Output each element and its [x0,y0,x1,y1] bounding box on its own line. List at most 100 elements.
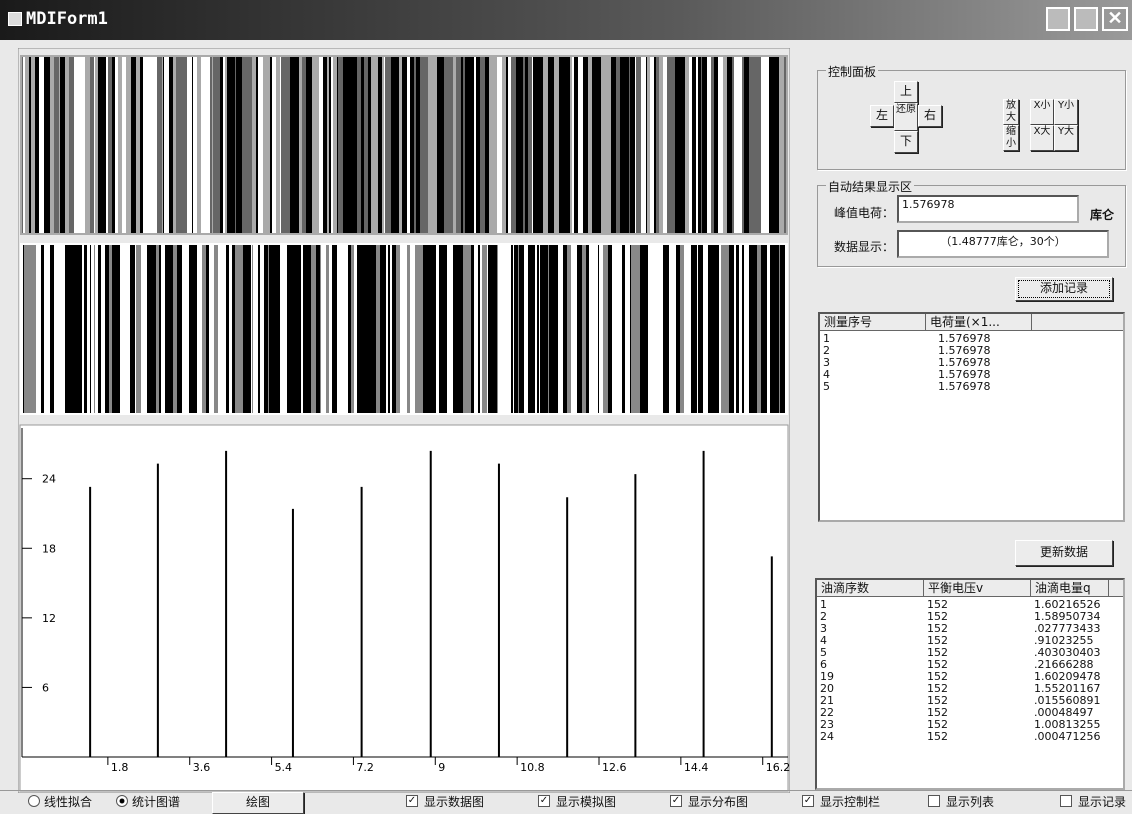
up-button[interactable]: 上 [894,81,918,103]
checkbox[interactable]: ✓ [406,795,418,807]
update-button[interactable]: 更新数据 [1015,540,1113,566]
stripe [385,245,386,413]
table-cell: 1.60209478 [1031,671,1109,683]
stripe [533,57,538,233]
stripe [105,245,109,413]
restore[interactable] [1074,7,1098,31]
checkbox[interactable]: ✓ [538,795,550,807]
stripe [86,245,87,413]
stripe [675,245,676,413]
stripe [84,245,86,413]
stripe [98,57,101,233]
table-cell: 1.55201167 [1031,683,1109,695]
stripe [448,57,453,233]
stripe [518,245,519,413]
stripe [431,245,436,413]
table-cell: 21 [817,695,924,707]
column-header[interactable]: 电荷量(×1... [926,314,1032,331]
stripe [353,57,357,233]
close[interactable]: ✕ [1102,7,1128,31]
y-large-button[interactable]: Y大 [1054,125,1078,151]
column-header[interactable]: 油滴序数 [817,580,924,597]
stripe [189,245,192,413]
column-header[interactable]: 平衡电压v [924,580,1031,597]
stripe [240,245,243,413]
checkbox[interactable]: ✓ [802,795,814,807]
stripe [444,57,448,233]
draw-button[interactable]: 绘图 [212,792,304,814]
stripe [649,245,652,413]
zoom-in-button[interactable]: 放大 [1003,99,1019,125]
checkbox[interactable] [1060,795,1072,807]
restore-button[interactable]: 还原 [894,103,918,131]
right-button[interactable]: 右 [918,105,942,127]
stripe [331,57,333,233]
stripe [329,57,331,233]
down-button[interactable]: 下 [894,131,918,153]
stripe [416,57,420,233]
add-record-button[interactable]: 添加记录 [1015,277,1113,301]
stripe [734,245,736,413]
stripe [201,57,205,233]
stripe [56,245,60,413]
stripe [391,57,394,233]
stripe [742,57,744,233]
stripe [307,245,311,413]
x-large-button[interactable]: X大 [1030,125,1054,151]
table-cell: .027773433 [1031,623,1109,635]
y-small-button[interactable]: Y小 [1054,99,1078,125]
checkbox[interactable] [928,795,940,807]
table-cell: 152 [924,695,1031,707]
x-small-button[interactable]: X小 [1030,99,1054,125]
stripe [258,245,260,413]
stripe [495,245,497,413]
stripe [148,57,152,233]
stripe [696,57,698,233]
table-cell: 6 [817,659,924,671]
table-cell: 2 [820,345,926,357]
stripe [655,57,656,233]
zoom-out-button[interactable]: 缩小 [1003,125,1019,151]
table-cell: 152 [924,623,1031,635]
column-header[interactable]: 测量序号 [820,314,926,331]
stripe [717,245,719,413]
stripe [54,57,59,233]
stripe [112,57,115,233]
stripe [640,245,645,413]
x-tick-label: 12.6 [602,761,627,774]
stripe [739,57,742,233]
left-button[interactable]: 左 [870,105,894,127]
table-cell: 152 [924,599,1031,611]
stripe [452,245,453,413]
stripe [472,245,474,413]
stripe [31,245,36,413]
stripe [436,245,439,413]
column-header[interactable]: 油滴电量q [1031,580,1109,597]
stripe [545,245,548,413]
stripe [187,57,191,233]
stripe [337,57,338,233]
stripe [36,245,38,413]
stripe [463,57,465,233]
stripe [668,245,669,413]
stripe [458,245,463,413]
stripe [744,57,749,233]
checkbox[interactable]: ✓ [670,795,682,807]
stripe [338,57,343,233]
minimize[interactable] [1046,7,1070,31]
stripe [94,57,95,233]
stripe [22,57,23,233]
stripe [736,245,739,413]
stripe [232,57,235,233]
stripe [386,245,387,413]
stripe [469,57,474,233]
stripe [226,245,229,413]
radio[interactable] [116,795,128,807]
stripe [320,245,321,413]
stripe [396,57,397,233]
stripe [482,245,487,413]
stripe [562,245,563,413]
radio[interactable] [28,795,40,807]
table-cell: 1.576978 [926,357,1041,369]
